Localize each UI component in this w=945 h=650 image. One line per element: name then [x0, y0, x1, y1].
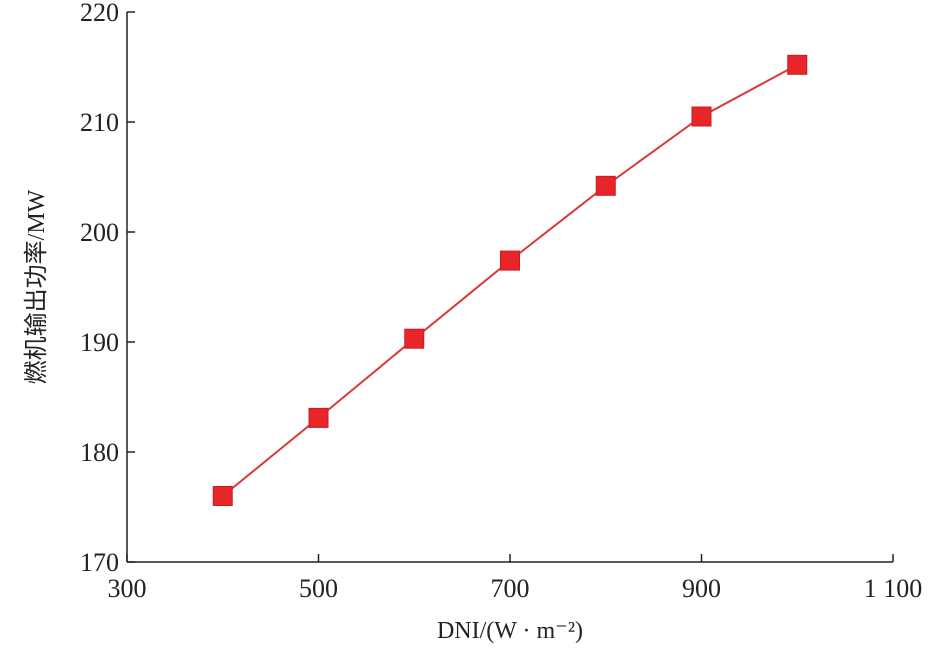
data-point-marker — [691, 106, 712, 127]
plot-area — [212, 54, 808, 506]
series-line — [222, 63, 798, 497]
data-point-marker — [404, 328, 425, 349]
x-tick-label: 1 100 — [864, 574, 923, 603]
y-axis-title: 燃机输出功率/MW — [23, 189, 50, 384]
y-tick-label: 200 — [80, 218, 119, 247]
data-point-marker — [595, 175, 616, 196]
ticks: 170 180 190 200 210 220 300 500 700 900 1 100 — [80, 0, 922, 603]
data-point-marker — [500, 250, 520, 271]
y-tick-label: 170 — [80, 548, 119, 577]
x-tick-label: 900 — [682, 574, 721, 603]
data-point-marker — [308, 407, 329, 428]
x-axis-title: DNI/(W · m⁻²) — [437, 618, 583, 644]
y-tick-label: 220 — [80, 0, 119, 27]
x-tick-label: 500 — [299, 574, 338, 603]
data-point-marker — [212, 486, 233, 506]
x-tick-label: 700 — [491, 574, 530, 603]
y-tick-label: 190 — [80, 328, 119, 357]
x-tick-label: 300 — [108, 574, 147, 603]
y-tick-label: 210 — [80, 108, 119, 137]
data-point-marker — [787, 54, 808, 75]
y-tick-label: 180 — [80, 438, 119, 467]
